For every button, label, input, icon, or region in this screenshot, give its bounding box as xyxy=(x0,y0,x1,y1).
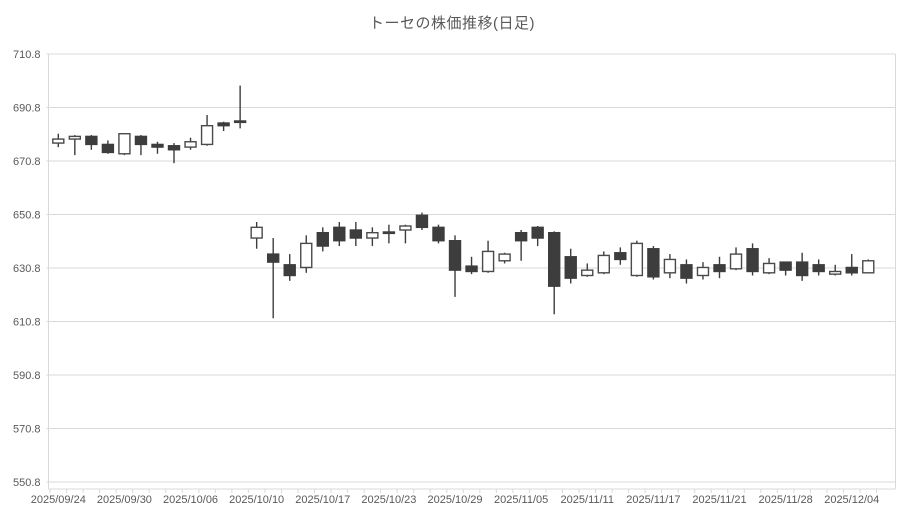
x-axis-label: 2025/11/05 xyxy=(494,494,548,506)
x-axis-label: 2025/10/29 xyxy=(427,494,482,506)
candle-body-2025/11/05 xyxy=(514,231,528,242)
candle-body-2025/10/22 xyxy=(366,231,379,239)
y-axis-label: 610.8 xyxy=(13,317,41,329)
x-axis-label: 2025/09/30 xyxy=(97,494,152,506)
candle-body-2025/11/28 xyxy=(779,261,792,271)
x-axis-label: 2025/11/11 xyxy=(561,494,614,506)
candle-body-2025/11/10 xyxy=(564,256,577,279)
x-axis-label: 2025/11/17 xyxy=(626,494,680,506)
candle-body-2025/10/23 xyxy=(382,231,396,235)
candle-body-2025/10/17 xyxy=(316,231,329,247)
candle-body-2025/11/17 xyxy=(647,248,660,278)
candle-body-2025/10/07 xyxy=(200,124,214,146)
x-axis-label: 2025/12/04 xyxy=(824,494,879,506)
x-axis-label: 2025/11/28 xyxy=(758,494,812,506)
x-axis-label: 2025/10/17 xyxy=(295,494,350,506)
candle-body-2025/11/27 xyxy=(762,262,776,274)
candle-body-2025/09/30 xyxy=(118,133,131,155)
candle-body-2025/11/18 xyxy=(663,258,677,274)
candle-body-2025/11/13 xyxy=(614,252,627,261)
candle-body-2025/10/08 xyxy=(217,122,230,127)
candle-body-2025/10/30 xyxy=(465,265,478,273)
candle-body-2025/09/26 xyxy=(85,135,98,146)
candle-body-2025/10/01 xyxy=(134,135,148,146)
candle-body-2025/11/25 xyxy=(729,253,743,270)
x-axis-label: 2025/09/24 xyxy=(31,494,86,506)
candle-body-2025/11/20 xyxy=(696,266,710,277)
candle-body-2025/10/24 xyxy=(399,225,412,231)
candle-body-2025/12/05 xyxy=(862,260,875,274)
candle-body-2025/10/15 xyxy=(283,264,296,277)
candle-body-2025/11/11 xyxy=(581,269,594,277)
candle-body-2025/10/09 xyxy=(233,120,247,124)
candle-body-2025/12/03 xyxy=(829,270,842,275)
candle-body-2025/11/21 xyxy=(713,264,726,273)
candle-body-2025/10/20 xyxy=(333,226,346,242)
candle-body-2025/11/26 xyxy=(746,248,759,273)
candle-body-2025/12/04 xyxy=(845,266,858,274)
y-axis-label: 710.8 xyxy=(13,49,41,61)
x-axis-label: 2025/10/23 xyxy=(361,494,416,506)
candle-body-2025/10/28 xyxy=(432,226,445,242)
candle-body-2025/10/27 xyxy=(415,214,429,229)
candle-body-2025/12/01 xyxy=(795,261,809,277)
x-axis-label: 2025/10/10 xyxy=(229,494,284,506)
candle-body-2025/10/10 xyxy=(250,226,263,239)
y-axis-label: 650.8 xyxy=(13,210,41,222)
y-axis-label: 690.8 xyxy=(13,103,41,115)
candle-body-2025/11/12 xyxy=(597,254,610,274)
y-axis-label: 670.8 xyxy=(13,156,41,168)
candle-body-2025/10/14 xyxy=(266,253,280,263)
x-axis-label: 2025/11/21 xyxy=(692,494,746,506)
y-axis-label: 550.8 xyxy=(13,477,41,489)
candle-body-2025/10/03 xyxy=(167,145,181,151)
candle-body-2025/10/16 xyxy=(300,242,313,269)
y-axis-label: 570.8 xyxy=(13,424,41,436)
candle-body-2025/09/29 xyxy=(101,143,115,154)
candle-body-2025/11/14 xyxy=(630,242,644,277)
chart-title: トーセの株価推移(日足) xyxy=(369,15,535,32)
y-axis-label: 590.8 xyxy=(13,370,41,382)
y-axis-label: 630.8 xyxy=(13,263,41,275)
candle-body-2025/11/04 xyxy=(498,253,511,262)
candle-body-2025/11/19 xyxy=(680,264,693,279)
candle-body-2025/11/07 xyxy=(548,231,561,287)
candle-body-2025/10/02 xyxy=(151,143,164,148)
candle-body-2025/11/06 xyxy=(531,226,544,239)
candle-body-2025/10/29 xyxy=(448,240,462,271)
candle-body-2025/10/31 xyxy=(481,250,495,273)
candle-body-2025/09/24 xyxy=(52,138,65,144)
candle-body-2025/12/02 xyxy=(812,264,825,273)
x-axis-label: 2025/10/06 xyxy=(163,494,218,506)
candle-body-2025/09/25 xyxy=(68,135,82,140)
candle-body-2025/10/21 xyxy=(349,229,363,239)
candle-body-2025/10/06 xyxy=(184,141,197,148)
